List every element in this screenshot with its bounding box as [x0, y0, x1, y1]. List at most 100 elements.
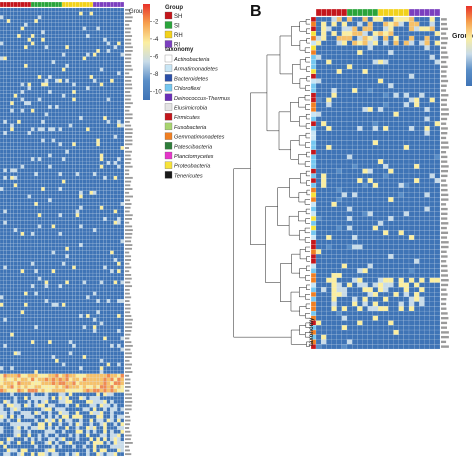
heatmap-cell: [331, 83, 337, 89]
heatmap-cell: [65, 355, 69, 360]
heatmap-cell: [61, 396, 66, 401]
heatmap-cell: [106, 366, 111, 371]
heatmap-cell: [10, 142, 14, 147]
heatmap-cell: [0, 198, 4, 203]
heatmap-cell: [30, 134, 35, 139]
heatmap-cell: [99, 422, 104, 427]
heatmap-cell: [113, 429, 118, 434]
group-annotation-cell: [48, 1, 52, 8]
heatmap-cell: [429, 59, 435, 65]
heatmap-cell: [0, 194, 4, 199]
heatmap-cell: [3, 440, 7, 445]
row-label: [125, 132, 133, 134]
heatmap-cell: [27, 295, 32, 300]
heatmap-cell: [51, 112, 56, 117]
heatmap-cell: [113, 45, 118, 50]
heatmap-cell: [24, 366, 28, 371]
heatmap-cell: [414, 50, 420, 56]
heatmap-cell: [75, 332, 80, 337]
heatmap-cell: [99, 276, 104, 281]
heatmap-cell: [0, 243, 4, 248]
heatmap-cell: [117, 291, 121, 296]
heatmap-cell: [120, 119, 125, 124]
heatmap-cell: [86, 175, 90, 180]
heatmap-cell: [68, 7, 73, 12]
heatmap-cell: [0, 366, 4, 371]
heatmap-cell: [41, 272, 45, 277]
heatmap-cell: [424, 35, 430, 41]
heatmap-cell: [20, 112, 25, 117]
heatmap-cell: [367, 16, 373, 22]
heatmap-cell: [58, 310, 63, 315]
heatmap-cell: [17, 179, 21, 184]
heatmap-cell: [30, 258, 35, 262]
heatmap-cell: [34, 153, 38, 158]
heatmap-cell: [75, 254, 80, 259]
heatmap-cell: [17, 250, 21, 255]
heatmap-cell: [55, 146, 59, 150]
heatmap-cell: [398, 59, 404, 65]
dendrogram-branch: [305, 303, 310, 309]
heatmap-cell: [37, 231, 42, 236]
heatmap-cell: [61, 343, 66, 348]
heatmap-cell: [92, 146, 97, 150]
heatmap-cell: [61, 183, 66, 188]
heatmap-cell: [27, 112, 32, 117]
heatmap-cell: [44, 246, 49, 251]
heatmap-cell: [3, 299, 7, 304]
heatmap-cell: [92, 250, 97, 255]
heatmap-cell: [0, 258, 4, 262]
heatmap-cell: [331, 45, 337, 51]
heatmap-cell: [20, 172, 25, 177]
heatmap-cell: [383, 54, 389, 60]
heatmap-cell: [27, 97, 32, 102]
heatmap-cell: [429, 50, 435, 56]
heatmap-cell: [30, 287, 35, 292]
heatmap-cell: [79, 433, 83, 438]
heatmap-cell: [61, 426, 66, 430]
heatmap-cell: [117, 164, 121, 169]
heatmap-cell: [383, 35, 389, 41]
heatmap-cell: [27, 56, 32, 61]
heatmap-cell: [331, 35, 337, 41]
heatmap-cell: [17, 90, 21, 94]
heatmap-cell: [13, 411, 18, 416]
heatmap-cell: [27, 399, 32, 404]
heatmap-cell: [3, 172, 7, 177]
heatmap-cell: [13, 146, 18, 150]
heatmap-cell: [117, 317, 121, 322]
heatmap-cell: [99, 37, 104, 42]
heatmap-cell: [10, 209, 14, 214]
heatmap-cell: [10, 239, 14, 244]
heatmap-cell: [34, 295, 38, 300]
heatmap-cell: [44, 340, 49, 345]
heatmap-cell: [86, 384, 90, 389]
heatmap-cell: [17, 26, 21, 31]
heatmap-cell: [82, 142, 87, 147]
heatmap-cell: [86, 381, 90, 386]
heatmap-cell: [0, 317, 4, 322]
heatmap-cell: [13, 355, 18, 360]
heatmap-cell: [117, 388, 121, 393]
group-annotation-cell: [398, 8, 404, 17]
heatmap-cell: [65, 284, 69, 289]
heatmap-cell: [82, 149, 87, 154]
heatmap-cell: [72, 112, 76, 117]
heatmap-cell: [24, 119, 28, 124]
heatmap-cell: [48, 75, 52, 80]
heatmap-cell: [44, 97, 49, 102]
heatmap-cell: [65, 411, 69, 416]
heatmap-cell: [117, 392, 121, 397]
heatmap-cell: [79, 228, 83, 233]
heatmap-cell: [79, 112, 83, 117]
heatmap-cell: [34, 448, 38, 453]
heatmap-cell: [86, 45, 90, 50]
heatmap-cell: [99, 86, 104, 91]
heatmap-cell: [96, 452, 100, 457]
heatmap-cell: [110, 153, 114, 158]
heatmap-cell: [72, 138, 76, 143]
heatmap-cell: [68, 26, 73, 31]
heatmap-cell: [10, 37, 14, 42]
heatmap-cell: [120, 254, 125, 259]
heatmap-cell: [120, 224, 125, 229]
